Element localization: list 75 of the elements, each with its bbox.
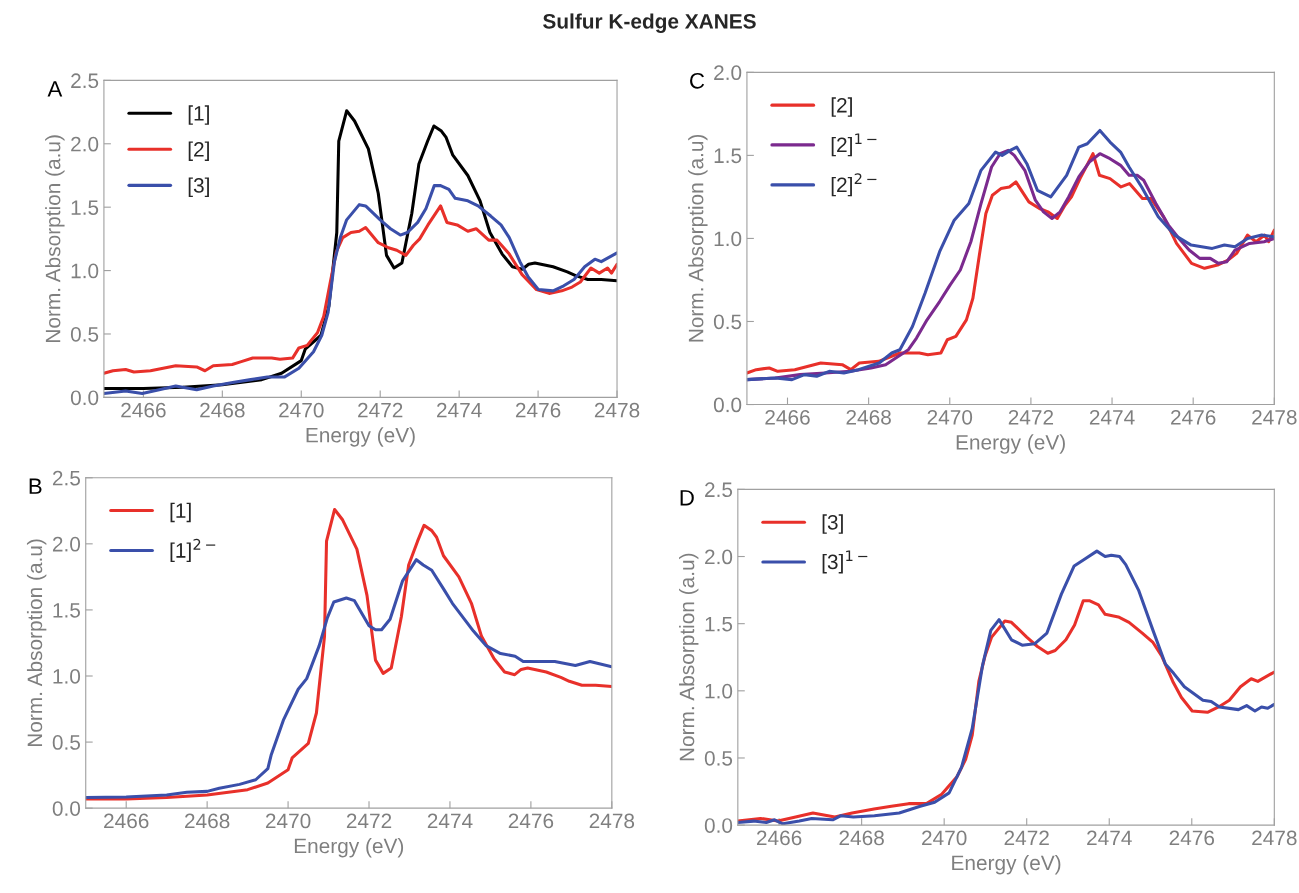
y-tick-label: 1.0 xyxy=(714,231,742,247)
legend-label: [1]$^{2−}$ xyxy=(170,538,216,562)
text: D xyxy=(680,490,694,506)
x-tick-label: 2474 xyxy=(437,402,482,418)
text: C xyxy=(690,72,705,89)
y-tick-label: 1.0 xyxy=(71,263,99,279)
y-tick-label: 1.0 xyxy=(705,683,733,699)
y-tick-label: 0.0 xyxy=(70,390,99,406)
y-tick-label: 1.0 xyxy=(53,669,81,684)
legend-label: [3]$^{1−}$ xyxy=(822,550,868,574)
y-tick-label: 2.0 xyxy=(705,549,733,565)
x-tick-label: 2468 xyxy=(200,402,245,418)
x-tick-label: 2466 xyxy=(104,813,149,829)
x-tick-label: 2476 xyxy=(515,402,561,418)
legend-label: [3] xyxy=(188,177,209,197)
y-tick-label: 2.0 xyxy=(714,65,742,81)
x-tick-label: 2476 xyxy=(1171,409,1216,425)
y-tick-label: 2.5 xyxy=(705,482,733,498)
x-tick-label: 2468 xyxy=(185,813,230,829)
y-tick-label: 1.5 xyxy=(71,200,99,215)
legend-label: [2] xyxy=(831,97,852,117)
y-tick-label: 2.5 xyxy=(71,73,99,89)
x-tick-label: 2472 xyxy=(358,402,403,418)
x-axis-title: Energy (eV) xyxy=(956,434,1065,454)
x-tick-label: 2470 xyxy=(265,813,311,829)
y-tick-label: 0.0 xyxy=(713,397,742,413)
y-tick-label: 1.5 xyxy=(53,603,80,618)
x-tick-label: 2470 xyxy=(279,402,324,418)
y-tick-label: 0.0 xyxy=(52,801,81,816)
legend-label: [3] xyxy=(822,514,843,534)
legend-label: [2]$^{2−}$ xyxy=(831,173,877,197)
y-tick-label: 1.5 xyxy=(705,616,733,632)
text: A xyxy=(47,81,63,97)
x-axis-title: Energy (eV) xyxy=(952,854,1061,875)
y-axis-title: Norm. Absorption (a.u) xyxy=(26,539,47,747)
legend-label: [2] xyxy=(188,141,209,161)
x-tick-label: 2466 xyxy=(765,409,810,425)
y-tick-label: 0.0 xyxy=(704,818,733,833)
x-axis-title: Energy (eV) xyxy=(294,838,404,858)
y-tick-label: 2.0 xyxy=(52,536,81,552)
chart-title: Sulfur K-edge XANES xyxy=(543,13,756,33)
x-tick-label: 2472 xyxy=(1008,409,1054,425)
x-tick-label: 2472 xyxy=(346,813,392,829)
y-axis-title: Norm. Absorption (a.u) xyxy=(45,135,65,342)
x-tick-label: 2476 xyxy=(508,813,554,829)
x-tick-label: 2472 xyxy=(1004,830,1049,846)
x-tick-label: 2474 xyxy=(1087,830,1132,846)
x-tick-label: 2470 xyxy=(922,830,967,846)
x-tick-label: 2470 xyxy=(927,409,973,425)
legend-label: [2]$^{1−}$ xyxy=(831,133,877,157)
x-tick-label: 2478 xyxy=(589,813,635,829)
y-tick-label: 2.5 xyxy=(52,470,80,486)
x-tick-label: 2466 xyxy=(756,830,802,846)
x-tick-label: 2468 xyxy=(839,830,884,846)
y-tick-label: 0.5 xyxy=(704,750,733,766)
legend-label: [1] xyxy=(188,105,209,125)
y-tick-label: 0.5 xyxy=(713,314,742,330)
y-tick-label: 2.0 xyxy=(71,136,99,152)
x-tick-label: 2474 xyxy=(427,813,473,829)
x-tick-label: 2478 xyxy=(1252,409,1297,425)
x-axis-title: Energy (eV) xyxy=(306,427,415,447)
y-tick-label: 0.5 xyxy=(52,735,80,750)
legend-label: [1] xyxy=(170,502,191,523)
x-tick-label: 2478 xyxy=(1252,830,1297,846)
x-tick-label: 2476 xyxy=(1169,830,1215,846)
x-tick-label: 2466 xyxy=(121,402,166,418)
x-tick-label: 2468 xyxy=(846,409,891,425)
text: B xyxy=(29,478,42,494)
y-axis-title: Norm. Absorption (a.u) xyxy=(688,134,708,342)
x-tick-label: 2478 xyxy=(594,402,640,418)
y-axis-title: Norm. Absorption (a.u) xyxy=(679,553,699,761)
y-tick-label: 0.5 xyxy=(70,326,99,342)
line-series xyxy=(103,204,618,375)
y-tick-label: 1.5 xyxy=(714,148,742,164)
x-tick-label: 2474 xyxy=(1089,409,1135,425)
